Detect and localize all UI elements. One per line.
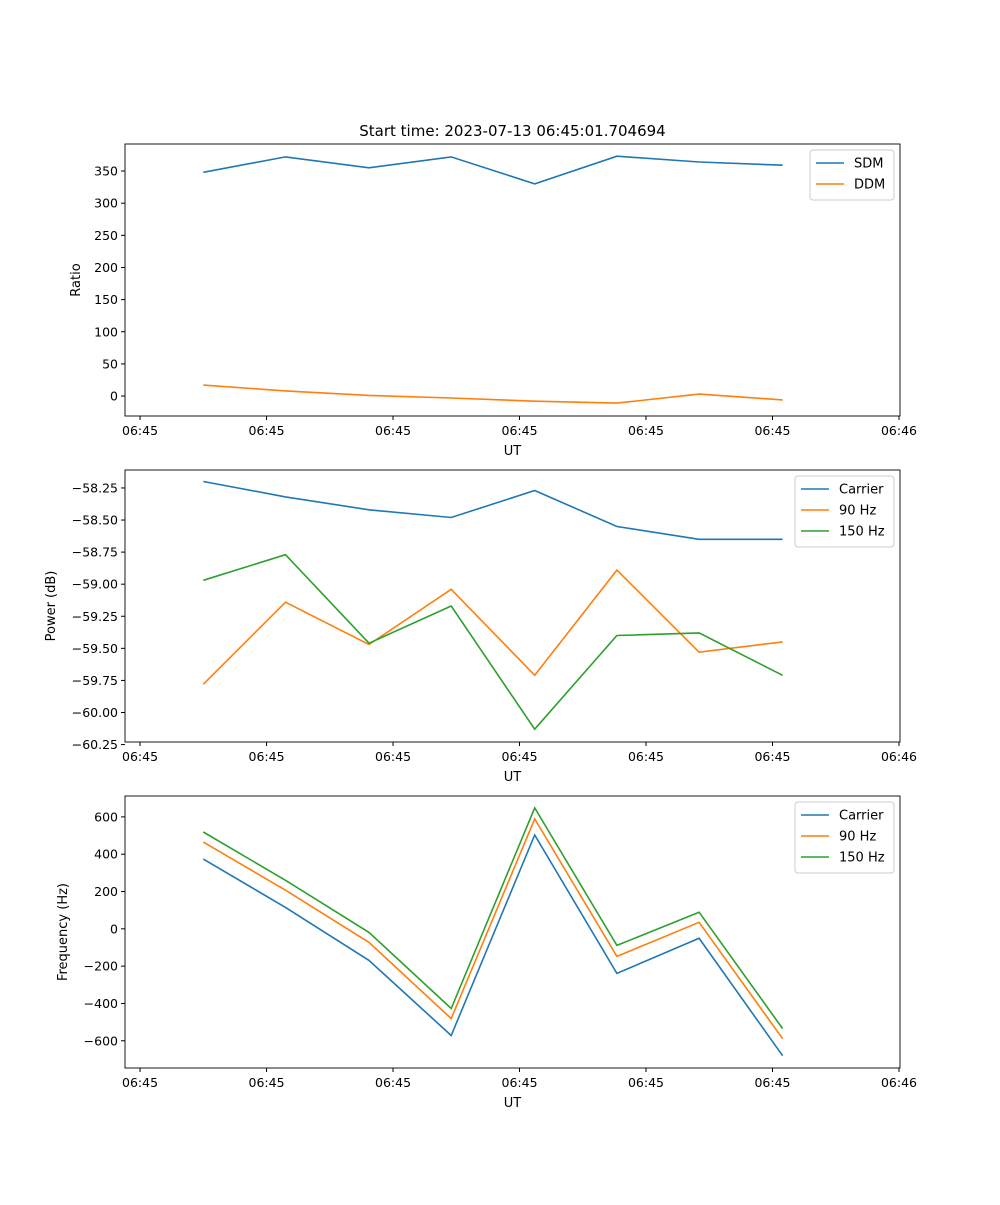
chart-title: Start time: 2023-07-13 06:45:01.704694 xyxy=(359,122,665,140)
axes-frame xyxy=(124,469,901,743)
y-tick-label: −59.00 xyxy=(72,577,118,592)
series-line-ddm xyxy=(203,384,783,404)
y-tick-label: −59.50 xyxy=(72,641,118,656)
y-tick-label: 0 xyxy=(110,921,118,936)
subplot-3: 06:45 06:45 06:45 06:45 06:45 06:45 06:46 −600 −… xyxy=(56,795,917,1111)
y-axis-label: Ratio xyxy=(69,263,84,296)
series-line-carrier xyxy=(203,480,783,541)
x-axis-label: UT xyxy=(504,444,522,459)
legend: Carrier 90 Hz 150 Hz xyxy=(794,801,895,874)
y-tick-label: −58.25 xyxy=(72,480,118,495)
y-tick-label: −58.50 xyxy=(72,513,118,528)
y-tick-label: 400 xyxy=(94,847,118,862)
legend-box xyxy=(794,475,895,548)
y-tick-label: −59.75 xyxy=(72,673,118,688)
legend-label: 150 Hz xyxy=(839,525,885,540)
legend-label: Carrier xyxy=(839,483,884,498)
y-tick-label: 350 xyxy=(94,164,118,179)
x-tick-label: 06:45 xyxy=(502,423,538,438)
x-tick-label: 06:45 xyxy=(375,1075,411,1090)
y-tick-label: −60.00 xyxy=(72,705,118,720)
x-tick-label: 06:45 xyxy=(249,423,285,438)
y-tick-label: −200 xyxy=(84,959,118,974)
y-tick-label: 200 xyxy=(94,884,118,899)
y-tick-label: 150 xyxy=(94,292,118,307)
legend-label: 90 Hz xyxy=(839,504,876,519)
x-tick-label: 06:46 xyxy=(881,423,917,438)
subplot-1: Start time: 2023-07-13 06:45:01.704694 06… xyxy=(69,122,917,459)
y-tick-label: −400 xyxy=(84,996,118,1011)
series-line-150-hz xyxy=(203,553,783,731)
legend-box xyxy=(794,801,895,874)
x-tick-label: 06:45 xyxy=(122,423,158,438)
y-tick-label: 50 xyxy=(102,356,118,371)
y-tick-label: 100 xyxy=(94,324,118,339)
y-axis-label: Power (dB) xyxy=(44,571,59,642)
y-tick-label: 600 xyxy=(94,809,118,824)
x-tick-label: 06:45 xyxy=(628,749,664,764)
x-tick-label: 06:45 xyxy=(122,749,158,764)
subplot-2: 06:45 06:45 06:45 06:45 06:45 06:45 06:46 −58.2… xyxy=(44,469,917,785)
y-tick-label: 300 xyxy=(94,196,118,211)
y-tick-label: 250 xyxy=(94,228,118,243)
x-tick-label: 06:45 xyxy=(502,749,538,764)
x-tick-label: 06:45 xyxy=(754,749,790,764)
y-axis-label: Frequency (Hz) xyxy=(56,883,71,981)
y-tick-label: 200 xyxy=(94,260,118,275)
x-tick-label: 06:45 xyxy=(628,1075,664,1090)
x-tick-label: 06:45 xyxy=(502,1075,538,1090)
legend-label: 90 Hz xyxy=(839,830,876,845)
series-line-150-hz xyxy=(202,806,784,1030)
x-tick-label: 06:45 xyxy=(249,749,285,764)
series-line-carrier xyxy=(202,833,784,1057)
x-tick-label: 06:46 xyxy=(881,749,917,764)
legend-label: SDM xyxy=(854,157,883,172)
x-tick-label: 06:45 xyxy=(375,749,411,764)
y-tick-label: 0 xyxy=(110,389,118,404)
axes-frame xyxy=(124,143,901,417)
y-tick-label: −600 xyxy=(84,1033,118,1048)
legend: Carrier 90 Hz 150 Hz xyxy=(794,475,895,548)
x-tick-label: 06:45 xyxy=(122,1075,158,1090)
series-line-90-hz xyxy=(202,568,783,685)
y-tick-label: −60.25 xyxy=(72,737,118,752)
series-line-sdm xyxy=(203,155,783,185)
legend: SDM DDM xyxy=(809,149,895,201)
legend-label: 150 Hz xyxy=(839,851,885,866)
x-tick-label: 06:45 xyxy=(754,1075,790,1090)
x-axis-label: UT xyxy=(504,1096,522,1111)
x-tick-label: 06:45 xyxy=(375,423,411,438)
axes-frame xyxy=(124,795,901,1069)
y-tick-label: −58.75 xyxy=(72,545,118,560)
series-line-90-hz xyxy=(202,817,784,1040)
x-tick-label: 06:46 xyxy=(881,1075,917,1090)
legend-label: DDM xyxy=(854,178,885,193)
x-tick-label: 06:45 xyxy=(249,1075,285,1090)
y-tick-label: −59.25 xyxy=(72,609,118,624)
x-tick-label: 06:45 xyxy=(754,423,790,438)
x-tick-label: 06:45 xyxy=(628,423,664,438)
x-axis-label: UT xyxy=(504,770,522,785)
legend-label: Carrier xyxy=(839,809,884,824)
